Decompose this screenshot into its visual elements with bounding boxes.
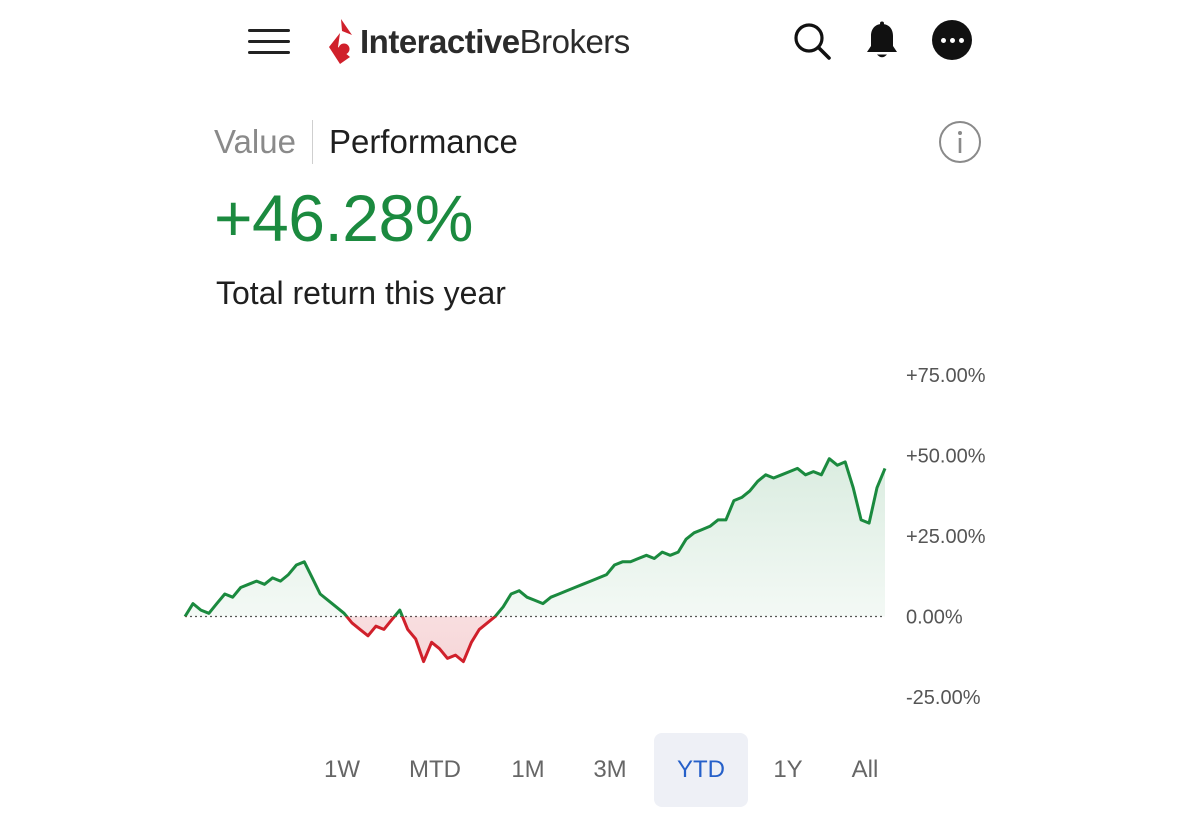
total-return-caption: Total return this year <box>216 275 506 311</box>
brand-name: InteractiveBrokers <box>360 23 630 61</box>
y-tick-label: 0.00% <box>906 607 963 629</box>
y-tick-label: +25.00% <box>906 526 986 548</box>
brand-name-regular: Brokers <box>519 23 631 60</box>
ib-flame-logo-icon <box>329 19 352 64</box>
range-mtd-button[interactable]: MTD <box>409 756 461 783</box>
hamburger-menu-icon[interactable] <box>246 26 292 58</box>
range-all-button[interactable]: All <box>851 756 879 783</box>
positive-area-fill <box>185 458 885 617</box>
range-3m-button[interactable]: 3M <box>593 756 627 783</box>
range-1y-button[interactable]: 1Y <box>773 756 803 783</box>
brand-logo: InteractiveBrokers <box>326 16 630 68</box>
more-dots-icon[interactable] <box>932 20 972 60</box>
range-1w-button[interactable]: 1W <box>324 756 360 783</box>
performance-line-positive <box>183 457 887 617</box>
y-tick-label: +50.00% <box>906 446 986 468</box>
total-return-value: +46.28% <box>214 181 473 255</box>
info-icon[interactable] <box>938 120 982 164</box>
range-ytd-button[interactable]: YTD <box>654 733 748 807</box>
bell-icon[interactable] <box>860 19 904 63</box>
y-tick-label: +75.00% <box>906 365 986 387</box>
view-tabs: Value Performance <box>214 120 518 164</box>
performance-chart: +75.00% +50.00% +25.00% 0.00% -25.00% <box>183 365 986 709</box>
tab-performance[interactable]: Performance <box>328 123 518 160</box>
tab-divider <box>311 120 313 164</box>
search-icon[interactable] <box>790 19 834 63</box>
brand-name-bold: Interactive <box>360 23 520 60</box>
tab-value[interactable]: Value <box>214 123 296 160</box>
time-range-selector: 1W MTD 1M 3M YTD 1Y All <box>300 733 904 807</box>
y-tick-label: -25.00% <box>906 687 981 709</box>
range-1m-button[interactable]: 1M <box>511 756 545 783</box>
